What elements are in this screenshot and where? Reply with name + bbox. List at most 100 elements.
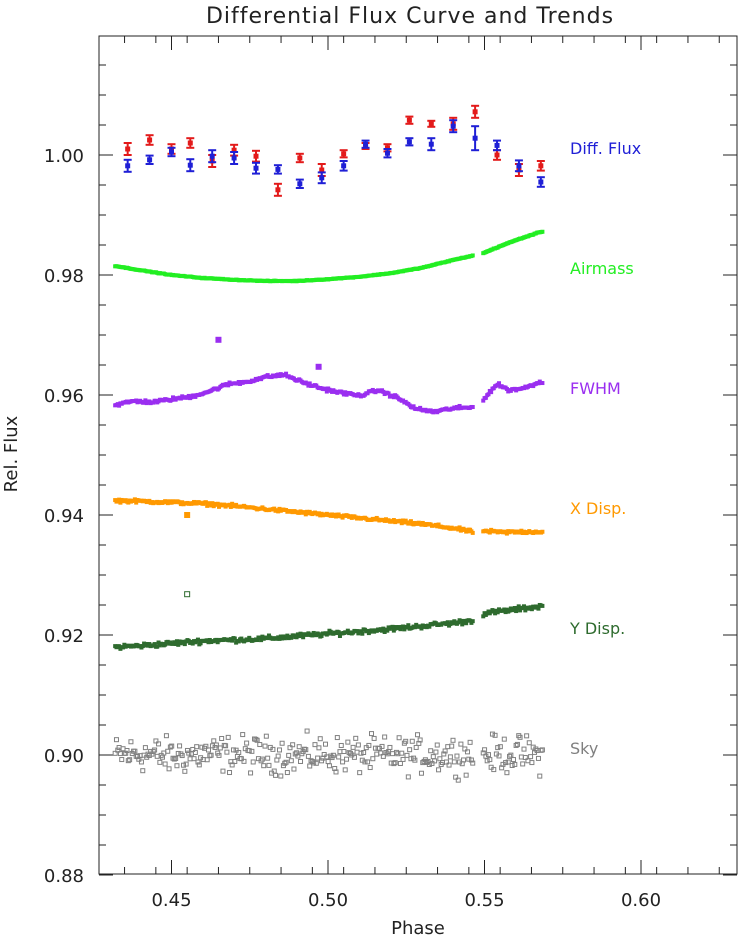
sky-point [170, 755, 176, 761]
fwhm-point [142, 400, 147, 405]
y-tick-label: 0.90 [44, 746, 84, 767]
ydisp-point [481, 614, 486, 619]
sky-point [379, 743, 385, 749]
xdisp-point [340, 515, 345, 520]
sky-point [244, 740, 250, 746]
diff-flux-blue-point [494, 142, 500, 148]
fwhm-point [324, 389, 329, 394]
sky-point [361, 750, 367, 756]
diff-flux-red-point [147, 137, 153, 143]
diff-flux-blue-point [147, 157, 153, 163]
xdisp-point [456, 527, 461, 532]
sky-point [434, 742, 440, 748]
sky-point [464, 749, 470, 755]
sky-point [162, 761, 168, 767]
xdisp-point [211, 504, 216, 509]
sky-point [257, 742, 263, 748]
sky-point [495, 745, 501, 751]
sky-point [322, 741, 328, 747]
sky-point [246, 748, 252, 754]
ydisp-point [285, 633, 290, 638]
fwhm-point [117, 403, 122, 408]
ydisp-point [245, 638, 250, 643]
chart-title: Differential Flux Curve and Trends [206, 4, 614, 29]
sky-point [169, 743, 175, 749]
sky-point [211, 738, 217, 744]
sky-point [451, 759, 457, 765]
diff-flux-red-point [406, 117, 412, 123]
y-axis-label: Rel. Flux [1, 415, 22, 492]
ydisp-point [516, 604, 521, 609]
y-tick-label: 0.88 [44, 866, 84, 887]
sky-point [357, 770, 363, 776]
sky-point [513, 742, 519, 748]
sky-point [125, 758, 131, 764]
sky-point [174, 763, 180, 769]
sky-point [265, 755, 271, 761]
diff-flux-blue-point [450, 123, 456, 129]
sky-point [497, 744, 503, 750]
xdisp-point [457, 525, 462, 530]
sky-point [278, 773, 284, 779]
sky-point [517, 734, 523, 740]
sky-point [303, 747, 309, 753]
ydisp-point [511, 608, 516, 613]
sky-point [270, 746, 276, 752]
fwhm-point [178, 396, 183, 401]
sky-point [432, 758, 438, 764]
sky-point [230, 747, 236, 753]
ydisp-point [380, 628, 385, 633]
sky-point [112, 750, 118, 756]
diff-flux-blue-point [428, 141, 434, 147]
sky-point [453, 774, 459, 780]
ydisp-point [345, 628, 350, 633]
sky-point [345, 739, 351, 745]
fwhm-point [470, 405, 475, 410]
sky-point [311, 760, 317, 766]
sky-point [415, 732, 421, 738]
sky-point [443, 759, 449, 765]
diff-flux-blue-point [516, 163, 522, 169]
xdisp-point [227, 502, 232, 507]
ydisp-point [529, 607, 534, 612]
sky-point [142, 745, 148, 751]
sky-point [261, 763, 267, 769]
xdisp-point [436, 522, 441, 527]
sky-point [442, 748, 448, 754]
ydisp-point [470, 619, 475, 624]
series-layer [112, 104, 545, 783]
sky-series [112, 728, 545, 783]
sky-point [505, 759, 511, 765]
sky-point [350, 744, 356, 750]
ydisp-point [337, 634, 342, 639]
sky-point [375, 745, 381, 751]
ydisp-point [140, 644, 145, 649]
sky-point [380, 753, 386, 759]
xdisp-point [519, 528, 524, 533]
x-tick-label: 0.55 [464, 890, 504, 911]
sky-point [447, 754, 453, 760]
sky-point [387, 744, 393, 750]
ydisp-point [266, 633, 271, 638]
sky-point [290, 742, 296, 748]
sky-point [489, 731, 495, 737]
xdisp-point [132, 497, 137, 502]
fwhm-point [341, 392, 346, 397]
sky-point [407, 747, 413, 753]
sky-point [358, 750, 364, 756]
ydisp-point [365, 628, 370, 633]
diff-flux-red-point [472, 109, 478, 115]
ydisp-point [195, 637, 200, 642]
sky-point [153, 738, 159, 744]
ydisp-point [176, 642, 181, 647]
sky-point [509, 762, 515, 768]
sky-point [395, 751, 401, 757]
sky-point [522, 754, 528, 760]
ydisp-point [355, 629, 360, 634]
sky-point [426, 762, 432, 768]
sky-point [249, 748, 255, 754]
fwhm-point [169, 397, 174, 402]
sky-point [127, 757, 133, 763]
ydisp-point [460, 622, 465, 627]
